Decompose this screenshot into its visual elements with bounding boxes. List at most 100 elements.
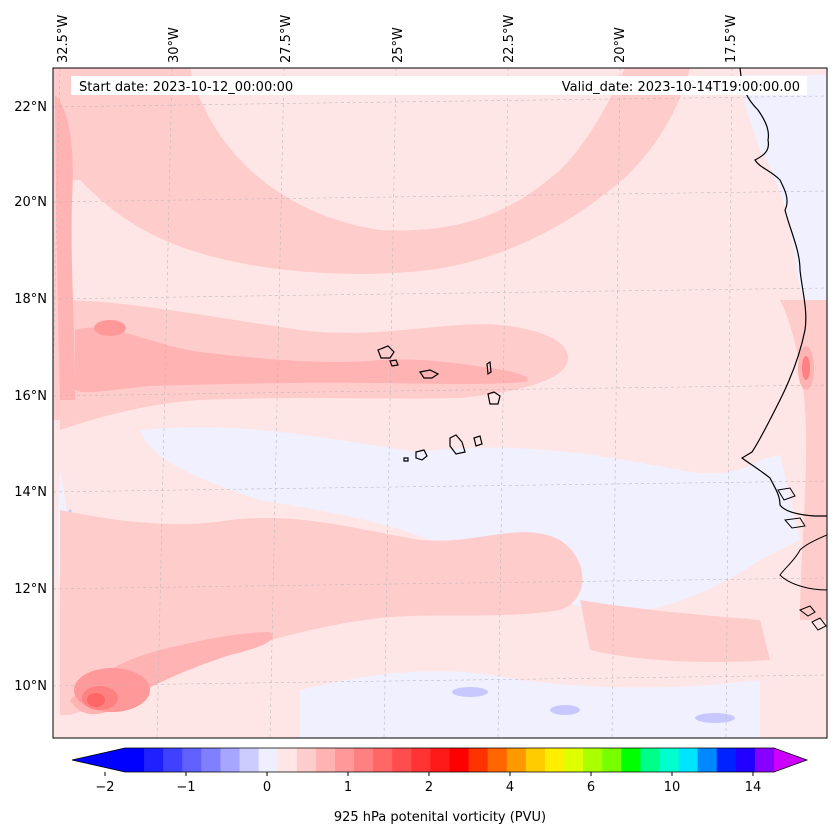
- colorbar-tick-label: −2: [95, 780, 114, 795]
- colorbar-cell: [621, 748, 641, 772]
- longitude-labels: 32.5°W 30°W 27.5°W 25°W 22.5°W 20°W 17.5…: [56, 15, 739, 63]
- pv-field: [53, 68, 827, 738]
- colorbar-cell: [334, 748, 355, 772]
- colorbar: −2 −1 0 1 2 4 6 10 14 925 hPa potenital …: [71, 747, 809, 825]
- pv-negative-spot: [550, 705, 580, 715]
- colorbar-cell: [659, 748, 679, 772]
- colorbar-cell: [525, 748, 546, 772]
- valid-date-text: Valid_date: 2023-10-14T19:00:00.00: [562, 80, 800, 95]
- lat-label: 16°N: [14, 389, 47, 404]
- pv-max-west: [94, 320, 126, 336]
- colorbar-cell: [640, 748, 660, 772]
- pv-negative-south: [300, 671, 760, 738]
- lon-label: 30°W: [167, 27, 182, 63]
- colorbar-underflow: [72, 748, 125, 772]
- lat-label: 18°N: [14, 292, 47, 307]
- island-maio: [473, 435, 483, 447]
- colorbar-tick-label: 1: [344, 780, 352, 795]
- pv-negative-spot: [452, 687, 488, 697]
- pv-max-coast: [802, 356, 810, 380]
- colorbar-tick-label: −1: [176, 780, 195, 795]
- latitude-labels: 22°N 20°N 18°N 16°N 14°N 12°N 10°N: [14, 100, 47, 694]
- colorbar-cell: [735, 748, 756, 772]
- pv-ridge-central: [75, 327, 529, 393]
- colorbar-tick-label: 6: [587, 780, 595, 795]
- island-boa-vista: [487, 391, 501, 405]
- colorbar-cell: [544, 748, 565, 772]
- start-date-text: Start date: 2023-10-12_00:00:00: [79, 80, 293, 95]
- pv-negative-spot: [695, 713, 735, 723]
- date-banner: [71, 76, 807, 95]
- coastline-africa: [739, 68, 827, 517]
- lat-label: 14°N: [14, 485, 47, 500]
- colorbar-cell: [182, 748, 202, 772]
- colorbar-overflow: [774, 748, 807, 772]
- coastline-inlet: [777, 487, 806, 529]
- colorbar-cell: [354, 748, 374, 772]
- colorbar-cell: [449, 748, 469, 772]
- colorbar-cells: [125, 748, 775, 772]
- colorbar-cell: [258, 748, 279, 772]
- colorbar-cell: [144, 748, 164, 772]
- island-santo-antao: [377, 345, 395, 359]
- colorbar-cell: [411, 748, 431, 772]
- pv-max-south: [87, 693, 105, 707]
- cape-verde-islands: [377, 345, 501, 462]
- colorbar-cell: [296, 748, 317, 772]
- lon-label: 27.5°W: [279, 15, 294, 63]
- coastline-africa-south: [779, 534, 827, 591]
- island-sal: [486, 360, 492, 376]
- pv-band-north: [53, 68, 690, 274]
- graticule: [53, 68, 827, 738]
- colorbar-cell: [754, 748, 775, 772]
- island-brava: [403, 457, 409, 462]
- colorbar-cell: [163, 748, 183, 772]
- lon-label: 20°W: [613, 27, 628, 63]
- pv-band-southeast: [580, 600, 770, 662]
- colorbar-cell: [697, 748, 718, 772]
- colorbar-cell: [602, 748, 622, 772]
- island-sao-nicolau: [419, 369, 440, 379]
- lon-label: 32.5°W: [56, 15, 71, 63]
- island-fogo: [415, 449, 428, 461]
- lat-label: 20°N: [14, 195, 47, 210]
- lon-label: 17.5°W: [724, 15, 739, 63]
- lon-label: 22.5°W: [502, 15, 517, 63]
- colorbar-cell: [487, 748, 508, 772]
- pv-ridge-west: [55, 95, 75, 400]
- colorbar-ticks: −2 −1 0 1 2 4 6 10 14: [95, 772, 761, 795]
- pv-negative-coast: [740, 75, 827, 330]
- lon-label: 25°W: [391, 27, 406, 63]
- colorbar-outline: [71, 747, 809, 773]
- colorbar-tick-label: 14: [745, 780, 762, 795]
- colorbar-tick-label: 4: [506, 780, 514, 795]
- lat-label: 10°N: [14, 679, 47, 694]
- colorbar-cell: [430, 748, 450, 772]
- colorbar-tick-label: 2: [425, 780, 433, 795]
- colorbar-cell: [373, 748, 393, 772]
- pv-negative-patch: [140, 427, 800, 613]
- colorbar-tick-label: 10: [664, 780, 681, 795]
- colorbar-cell: [392, 748, 412, 772]
- colorbar-tick-label: 0: [263, 780, 271, 795]
- colorbar-cell: [564, 748, 584, 772]
- colorbar-cell: [125, 748, 145, 772]
- colorbar-cell: [277, 748, 298, 772]
- island-santiago: [449, 434, 466, 455]
- coastline-bijagos: [798, 605, 827, 631]
- colorbar-cell: [239, 748, 260, 772]
- island-sao-vicente: [389, 359, 399, 367]
- colorbar-cell: [506, 748, 527, 772]
- colorbar-label: 925 hPa potenital vorticity (PVU): [334, 810, 546, 825]
- colorbar-cell: [201, 748, 221, 772]
- map-frame: [52, 67, 828, 739]
- colorbar-cell: [220, 748, 240, 772]
- colorbar-cell: [468, 748, 489, 772]
- lat-label: 22°N: [14, 100, 47, 115]
- colorbar-cell: [678, 748, 699, 772]
- lat-label: 12°N: [14, 582, 47, 597]
- colorbar-cell: [583, 748, 603, 772]
- colorbar-cell: [716, 748, 737, 772]
- colorbar-cell: [315, 748, 336, 772]
